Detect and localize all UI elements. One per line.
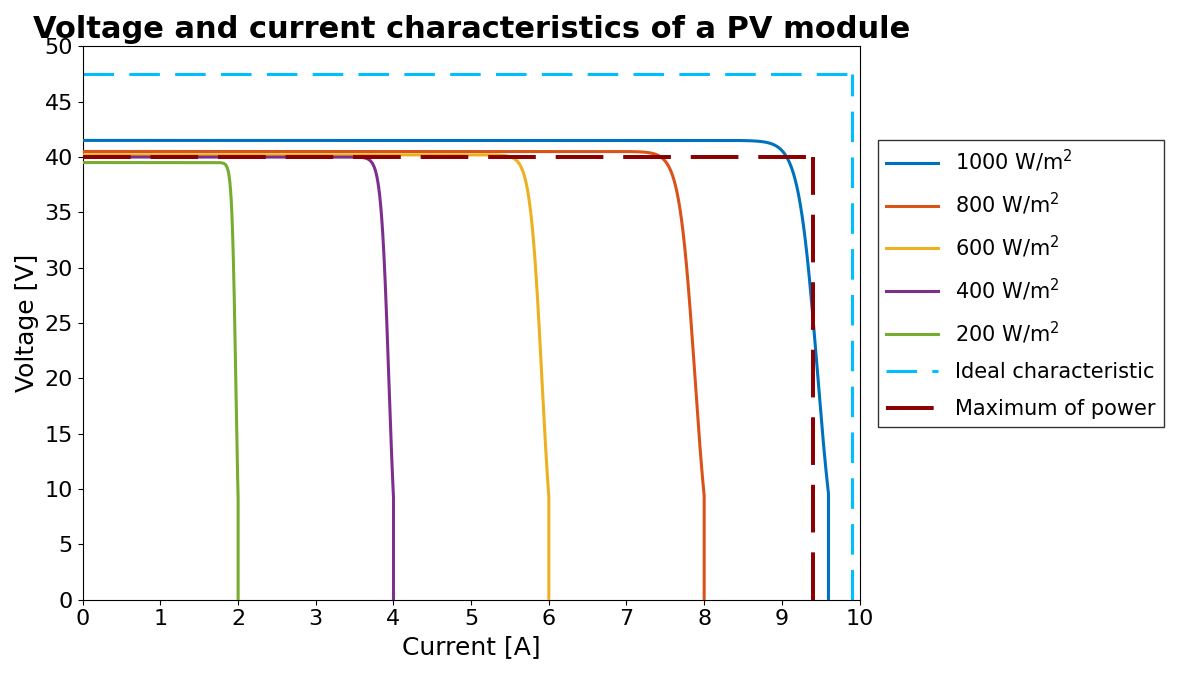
- 400 W/m$^2$: [244, 153, 258, 161]
- 400 W/m$^2$: [142, 153, 156, 161]
- 600 W/m$^2$: [173, 151, 188, 159]
- 400 W/m$^2$: [201, 153, 215, 161]
- 1000 W/m$^2$: [153, 136, 168, 144]
- Line: 600 W/m$^2$: 600 W/m$^2$: [83, 155, 549, 600]
- 400 W/m$^2$: [137, 153, 151, 161]
- 200 W/m$^2$: [138, 158, 152, 166]
- 200 W/m$^2$: [231, 596, 245, 604]
- 1000 W/m$^2$: [821, 596, 835, 604]
- X-axis label: Current [A]: Current [A]: [402, 635, 540, 659]
- 800 W/m$^2$: [140, 148, 155, 156]
- 200 W/m$^2$: [109, 158, 123, 166]
- 200 W/m$^2$: [160, 158, 175, 166]
- 800 W/m$^2$: [206, 148, 221, 156]
- 800 W/m$^2$: [76, 148, 90, 156]
- 1000 W/m$^2$: [232, 136, 247, 144]
- 800 W/m$^2$: [197, 148, 211, 156]
- Line: 400 W/m$^2$: 400 W/m$^2$: [83, 157, 393, 600]
- 600 W/m$^2$: [329, 151, 343, 159]
- 400 W/m$^2$: [109, 153, 123, 161]
- 600 W/m$^2$: [542, 596, 556, 604]
- 600 W/m$^2$: [76, 151, 90, 159]
- 1000 W/m$^2$: [144, 136, 158, 144]
- 1000 W/m$^2$: [481, 136, 496, 144]
- 200 W/m$^2$: [76, 158, 90, 166]
- 600 W/m$^2$: [168, 151, 182, 159]
- 1000 W/m$^2$: [76, 136, 90, 144]
- 600 W/m$^2$: [124, 151, 138, 159]
- 600 W/m$^2$: [263, 151, 277, 159]
- 200 W/m$^2$: [106, 158, 120, 166]
- 200 W/m$^2$: [90, 158, 104, 166]
- 600 W/m$^2$: [119, 151, 133, 159]
- 800 W/m$^2$: [697, 596, 712, 604]
- Line: 200 W/m$^2$: 200 W/m$^2$: [83, 162, 238, 600]
- 200 W/m$^2$: [92, 158, 106, 166]
- 800 W/m$^2$: [326, 148, 340, 156]
- Line: 800 W/m$^2$: 800 W/m$^2$: [83, 152, 704, 600]
- 400 W/m$^2$: [76, 153, 90, 161]
- Title: Voltage and current characteristics of a PV module: Voltage and current characteristics of a…: [33, 15, 910, 44]
- 1000 W/m$^2$: [222, 136, 236, 144]
- Y-axis label: Voltage [V]: Voltage [V]: [15, 254, 39, 392]
- 800 W/m$^2$: [413, 148, 427, 156]
- 1000 W/m$^2$: [375, 136, 389, 144]
- 800 W/m$^2$: [133, 148, 148, 156]
- 400 W/m$^2$: [104, 153, 118, 161]
- Legend: 1000 W/m$^2$, 800 W/m$^2$, 600 W/m$^2$, 400 W/m$^2$, 200 W/m$^2$, Ideal characte: 1000 W/m$^2$, 800 W/m$^2$, 600 W/m$^2$, …: [878, 140, 1163, 427]
- 400 W/m$^2$: [386, 596, 400, 604]
- Line: 1000 W/m$^2$: 1000 W/m$^2$: [83, 140, 828, 600]
